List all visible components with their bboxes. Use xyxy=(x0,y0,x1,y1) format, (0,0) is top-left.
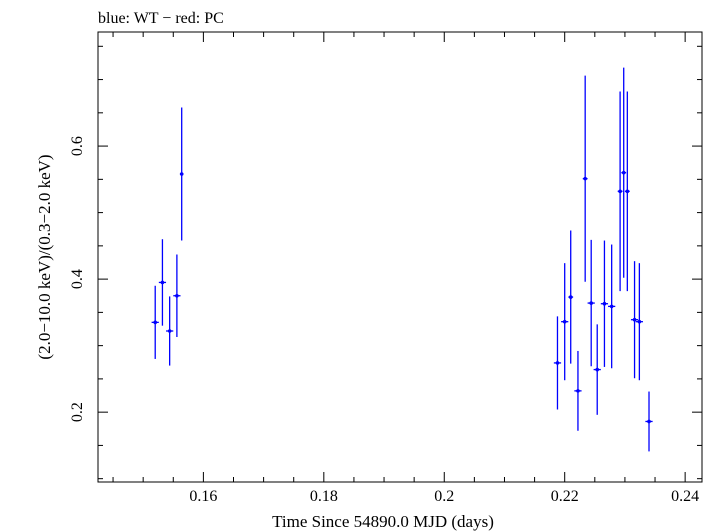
data-marker xyxy=(589,301,593,305)
data-point xyxy=(617,91,623,292)
data-marker xyxy=(167,329,172,333)
data-marker xyxy=(637,319,642,324)
x-tick-label: 0.18 xyxy=(310,488,338,505)
data-point xyxy=(593,324,601,415)
y-tick-label: 0.4 xyxy=(69,269,86,289)
data-points xyxy=(151,67,653,452)
data-marker xyxy=(160,280,165,285)
data-point xyxy=(574,350,582,431)
chart-title: blue: WT − red: PC xyxy=(98,10,224,27)
data-point xyxy=(173,254,181,337)
data-point xyxy=(582,75,588,282)
data-marker xyxy=(632,317,637,322)
data-point xyxy=(645,391,653,452)
data-point xyxy=(608,244,616,369)
data-marker xyxy=(175,293,179,298)
data-marker xyxy=(602,301,607,306)
data-marker xyxy=(618,189,622,194)
y-tick-label: 0.2 xyxy=(69,402,86,422)
data-marker xyxy=(568,295,573,299)
data-marker xyxy=(595,367,600,372)
data-point xyxy=(624,91,630,292)
data-point xyxy=(600,240,609,367)
data-marker xyxy=(647,419,651,424)
axis-ticks xyxy=(98,32,702,482)
y-tick-label: 0.6 xyxy=(69,136,86,156)
data-point xyxy=(568,230,574,364)
x-tick-label: 0.2 xyxy=(434,488,454,505)
data-marker xyxy=(179,172,184,176)
data-point xyxy=(635,263,643,381)
data-point xyxy=(151,285,159,359)
x-tick-label: 0.16 xyxy=(189,488,217,505)
data-marker xyxy=(555,361,560,365)
data-marker xyxy=(621,170,626,175)
x-axis-label: Time Since 54890.0 MJD (days) xyxy=(272,512,494,531)
y-axis-label: (2.0−10.0 keV)/(0.3−2.0 keV) xyxy=(35,154,54,359)
data-point xyxy=(630,261,639,379)
data-point xyxy=(553,316,562,410)
plot-frame xyxy=(97,31,703,483)
x-tick-label: 0.22 xyxy=(551,488,579,505)
data-marker xyxy=(583,176,587,181)
data-point xyxy=(179,107,184,241)
data-marker xyxy=(609,304,614,309)
axis-tick-labels: 0.16 0.18 0.2 0.22 0.24 0.2 0.4 0.6 xyxy=(69,136,699,505)
x-tick-label: 0.24 xyxy=(671,488,699,505)
data-point xyxy=(561,263,569,381)
data-marker xyxy=(562,319,567,324)
data-point xyxy=(621,67,627,278)
data-marker xyxy=(576,389,580,393)
data-marker xyxy=(625,189,630,194)
data-point xyxy=(587,239,595,367)
data-point xyxy=(166,296,174,366)
data-point xyxy=(158,239,167,326)
data-marker xyxy=(153,320,158,325)
